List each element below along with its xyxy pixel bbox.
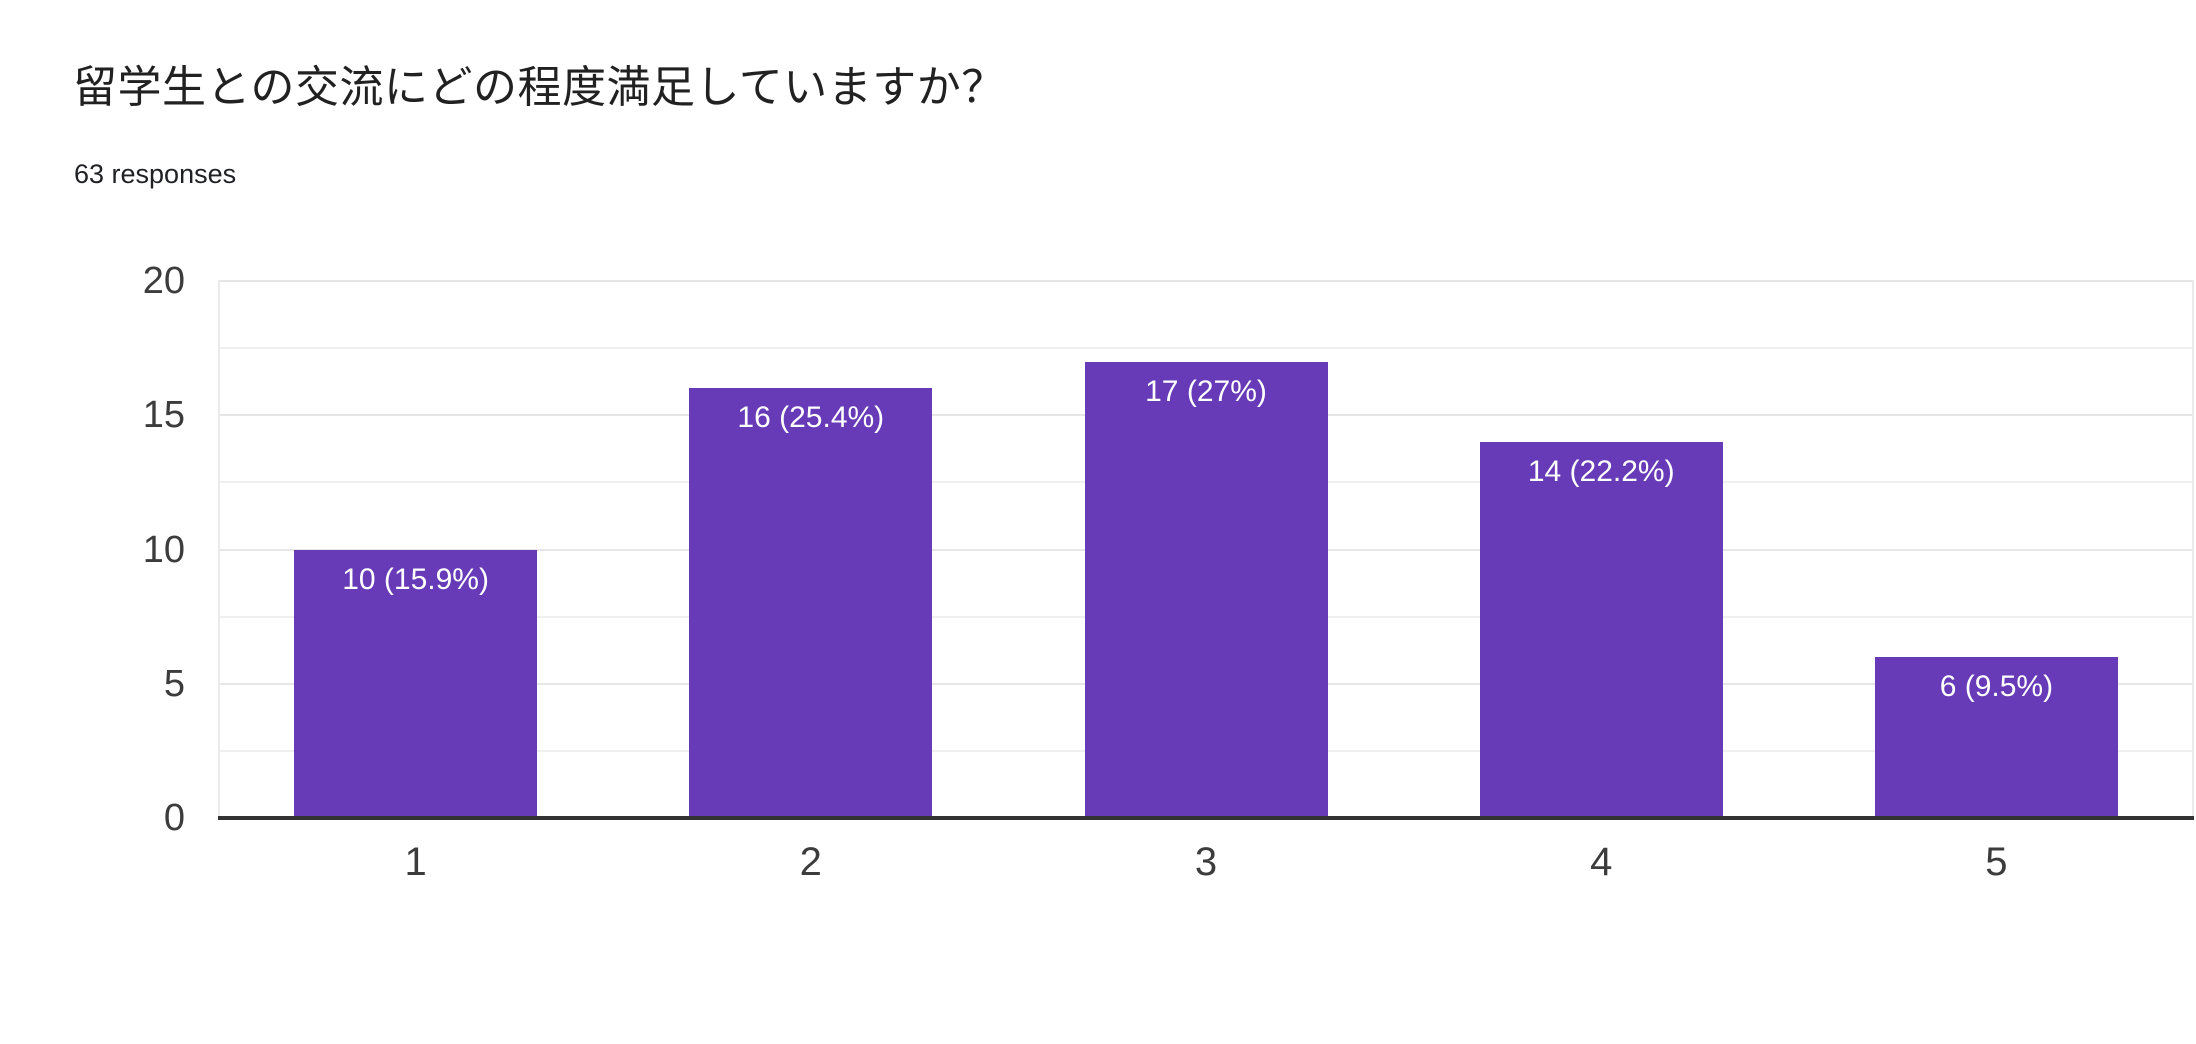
plot-right-border	[2192, 281, 2194, 818]
bar-value-label: 10 (15.9%)	[342, 562, 489, 596]
x-tick-label: 3	[1194, 840, 1218, 884]
bar: 6 (9.5%)	[1874, 656, 2118, 818]
x-tick-label: 4	[1590, 840, 1613, 884]
x-axis-line	[218, 816, 2194, 820]
y-tick-label: 0	[163, 797, 185, 839]
bar: 10 (15.9%)	[294, 549, 538, 818]
page-title: 留学生との交流にどの程度満足していますか？	[73, 63, 1006, 112]
y-tick-label: 15	[142, 394, 185, 437]
gridline-minor	[218, 347, 2194, 350]
x-tick-label: 2	[799, 840, 822, 884]
bar: 14 (22.2%)	[1479, 442, 1723, 818]
bar-value-label: 6 (9.5%)	[1939, 669, 2054, 703]
y-tick-label: 10	[142, 528, 185, 571]
bar: 16 (25.4%)	[689, 388, 933, 818]
bar-value-label: 17 (27%)	[1145, 374, 1267, 408]
plot-left-border	[218, 281, 220, 818]
y-tick-label: 20	[142, 260, 185, 302]
response-count: 63 responses	[74, 159, 237, 189]
bar-value-label: 14 (22.2%)	[1527, 455, 1675, 489]
y-tick-label: 5	[163, 662, 185, 705]
x-tick-label: 5	[1985, 840, 2008, 884]
bar-value-label: 16 (25.4%)	[737, 401, 885, 435]
x-tick-label: 1	[404, 840, 427, 884]
bar: 17 (27%)	[1084, 361, 1328, 818]
gridline-major	[218, 280, 2194, 282]
